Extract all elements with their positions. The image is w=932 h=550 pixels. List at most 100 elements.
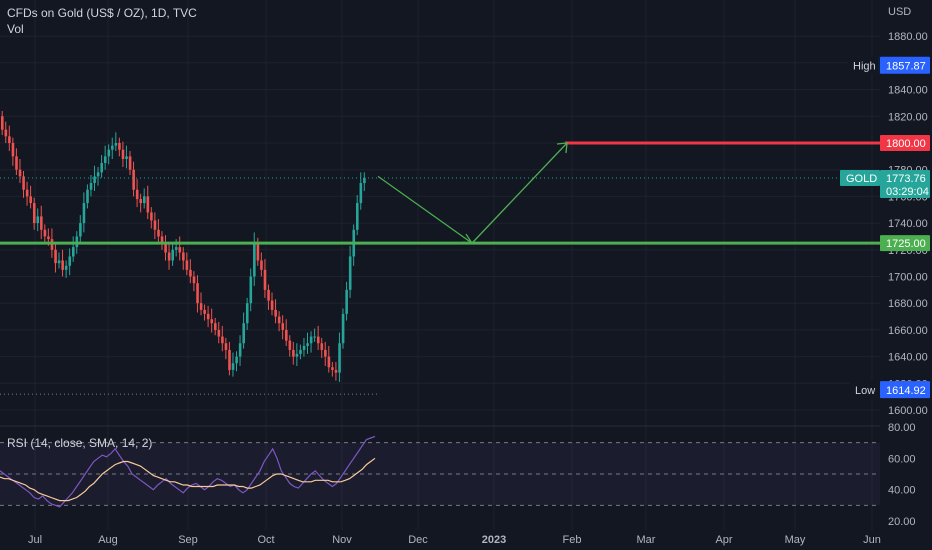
- candle-body: [143, 196, 146, 204]
- candle-body: [36, 216, 40, 224]
- rsi-pane[interactable]: [0, 435, 880, 508]
- candle-body: [139, 199, 143, 204]
- candle-body: [103, 156, 107, 164]
- support-badge: [880, 235, 930, 252]
- high-tag: [848, 56, 878, 74]
- candle-body: [29, 196, 32, 204]
- candle-body: [153, 220, 157, 230]
- candle-body: [160, 236, 164, 244]
- candle-body: [203, 309, 206, 314]
- currency-label: USD: [888, 6, 911, 18]
- candle-body: [25, 189, 29, 197]
- candle-body: [40, 216, 43, 230]
- support-value: 1725.00: [886, 238, 926, 250]
- gold-price-badge: [880, 170, 930, 199]
- candle-body: [217, 329, 221, 337]
- candle-body: [8, 136, 11, 143]
- candle-body: [132, 169, 135, 190]
- candle-body: [86, 189, 89, 204]
- candle-body: [146, 196, 150, 213]
- candle-body: [4, 129, 8, 137]
- candle-body: [224, 343, 228, 350]
- candle-body: [118, 143, 121, 150]
- time-axis[interactable]: Jul Aug Sep Oct Nov Dec 2023 Feb Mar Apr May Jun: [28, 534, 881, 546]
- gold-price: 1773.76: [886, 173, 926, 185]
- arrow-up[interactable]: [471, 142, 568, 244]
- price-tick-label: 1700.00: [888, 272, 928, 284]
- volume-legend[interactable]: Vol: [7, 22, 24, 36]
- high-value: 1857.87: [886, 61, 926, 73]
- high-label: High: [853, 61, 876, 73]
- candle-body: [128, 156, 132, 170]
- price-tick-label: 1840.00: [888, 85, 928, 97]
- candle-body: [267, 289, 270, 301]
- symbol-legend[interactable]: CFDs on Gold (US$ / OZ), 1D, TVC: [7, 6, 197, 20]
- candle-body: [114, 143, 118, 146]
- candle-body: [79, 223, 82, 237]
- rsi-tick-label: 80.00: [888, 422, 916, 434]
- candle-body: [100, 163, 103, 173]
- candle-body: [331, 367, 334, 370]
- time-tick-label: Nov: [332, 534, 352, 546]
- gold-label: GOLD: [846, 173, 877, 185]
- arrow-down[interactable]: [377, 175, 473, 244]
- rsi-legend[interactable]: RSI (14, close, SMA, 14, 2): [7, 436, 153, 450]
- low-value-badge: [880, 381, 930, 399]
- candle-body: [189, 269, 192, 277]
- candle-body: [89, 183, 93, 190]
- candle-body: [256, 243, 260, 261]
- candle-body: [82, 203, 86, 224]
- candle-body: [306, 343, 309, 346]
- candle-body: [192, 276, 196, 284]
- rsi-line: [0, 435, 376, 508]
- candle-body: [338, 343, 341, 373]
- candle-body: [150, 212, 153, 221]
- candle-body: [359, 183, 363, 204]
- time-tick-label: Apr: [715, 534, 732, 546]
- projection-arrows[interactable]: [377, 142, 568, 244]
- low-value: 1614.92: [886, 385, 926, 397]
- candle-body: [313, 336, 316, 338]
- candle-body: [334, 369, 338, 373]
- price-axis[interactable]: USD1880.001860.001840.001820.001800.0017…: [880, 0, 932, 550]
- candle-body: [231, 363, 235, 370]
- rsi-tick-label: 60.00: [888, 453, 916, 465]
- low-tag: [850, 381, 880, 399]
- candle-body: [295, 353, 299, 357]
- candle-body: [285, 329, 288, 341]
- candle-body: [309, 336, 313, 344]
- candle-body: [270, 300, 274, 310]
- price-tick-label: 1600.00: [888, 405, 928, 417]
- candle-body: [47, 236, 50, 240]
- candle-body: [164, 243, 167, 253]
- candle-body: [274, 309, 277, 317]
- time-tick-label: Jul: [28, 534, 42, 546]
- candle-body: [64, 265, 68, 270]
- level-lines[interactable]: [0, 141, 880, 395]
- candle-body: [238, 343, 242, 357]
- candle-body: [111, 145, 114, 150]
- gold-tag: [840, 170, 880, 187]
- candle-body: [125, 156, 128, 160]
- candles[interactable]: [1, 110, 366, 382]
- price-tick-label: 1680.00: [888, 298, 928, 310]
- price-tick-label: 1660.00: [888, 325, 928, 337]
- arrowhead-up: [556, 142, 568, 154]
- candle-body: [302, 345, 306, 350]
- candle-body: [93, 176, 96, 184]
- candle-body: [171, 249, 174, 261]
- candle-body: [320, 343, 324, 350]
- candle-body: [54, 249, 57, 264]
- candle-body: [72, 247, 75, 257]
- resistance-badge: [880, 135, 930, 151]
- candle-body: [15, 156, 18, 170]
- price-tick-label: 1820.00: [888, 111, 928, 123]
- time-tick-label: May: [785, 534, 806, 546]
- candle-body: [32, 203, 36, 224]
- price-tick-label: 1880.00: [888, 31, 928, 43]
- price-axis-bg: [880, 0, 932, 550]
- candle-body: [235, 356, 238, 364]
- candle-body: [1, 116, 4, 130]
